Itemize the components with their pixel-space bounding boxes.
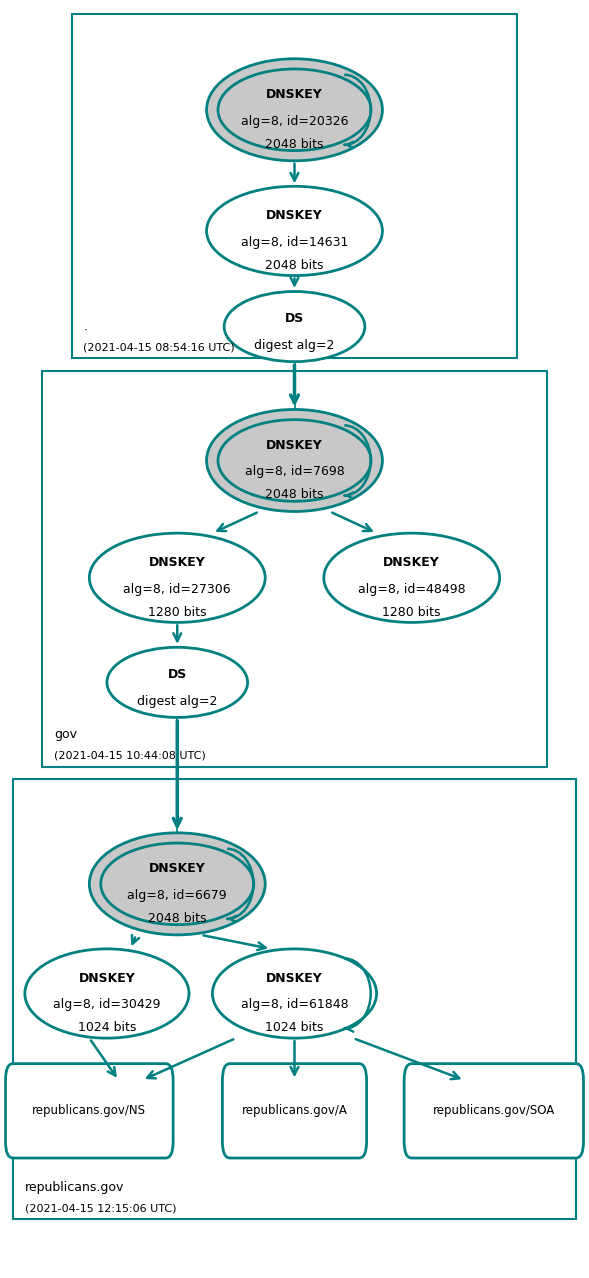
Text: 1280 bits: 1280 bits <box>148 606 207 619</box>
Text: 2048 bits: 2048 bits <box>265 138 324 151</box>
Text: republicans.gov/NS: republicans.gov/NS <box>32 1104 146 1117</box>
Text: .: . <box>84 321 87 334</box>
Ellipse shape <box>218 69 371 151</box>
Text: republicans.gov: republicans.gov <box>25 1181 124 1194</box>
FancyBboxPatch shape <box>404 1063 584 1158</box>
Bar <box>42 371 547 767</box>
Text: DNSKEY: DNSKEY <box>266 210 323 222</box>
Ellipse shape <box>101 843 254 925</box>
Text: 1280 bits: 1280 bits <box>382 606 441 619</box>
Text: digest alg=2: digest alg=2 <box>254 339 335 353</box>
Bar <box>72 14 517 358</box>
Text: alg=8, id=6679: alg=8, id=6679 <box>127 888 227 902</box>
Text: DNSKEY: DNSKEY <box>78 971 135 985</box>
Text: republicans.gov/A: republicans.gov/A <box>241 1104 348 1117</box>
Text: DS: DS <box>285 312 304 326</box>
Text: alg=8, id=14631: alg=8, id=14631 <box>241 236 348 249</box>
Ellipse shape <box>25 948 189 1038</box>
Text: 2048 bits: 2048 bits <box>265 488 324 501</box>
Text: 1024 bits: 1024 bits <box>78 1021 136 1034</box>
Ellipse shape <box>207 187 382 276</box>
Text: (2021-04-15 10:44:08 UTC): (2021-04-15 10:44:08 UTC) <box>54 751 206 760</box>
Ellipse shape <box>90 533 265 622</box>
Text: DS: DS <box>168 668 187 681</box>
Ellipse shape <box>107 647 247 717</box>
Text: 2048 bits: 2048 bits <box>148 911 207 925</box>
Ellipse shape <box>207 409 382 511</box>
Text: DNSKEY: DNSKEY <box>266 971 323 985</box>
Text: alg=8, id=61848: alg=8, id=61848 <box>241 998 348 1011</box>
Text: DNSKEY: DNSKEY <box>149 863 206 875</box>
Ellipse shape <box>224 291 365 362</box>
Text: DNSKEY: DNSKEY <box>266 438 323 451</box>
Ellipse shape <box>207 59 382 161</box>
Text: gov: gov <box>54 728 77 741</box>
Text: 1024 bits: 1024 bits <box>265 1021 324 1034</box>
FancyBboxPatch shape <box>223 1063 366 1158</box>
Text: alg=8, id=20326: alg=8, id=20326 <box>241 115 348 128</box>
Text: alg=8, id=30429: alg=8, id=30429 <box>53 998 161 1011</box>
Text: alg=8, id=48498: alg=8, id=48498 <box>358 583 465 596</box>
Text: (2021-04-15 08:54:16 UTC): (2021-04-15 08:54:16 UTC) <box>84 343 235 353</box>
Text: DNSKEY: DNSKEY <box>149 556 206 569</box>
Text: alg=8, id=27306: alg=8, id=27306 <box>124 583 231 596</box>
Text: 2048 bits: 2048 bits <box>265 259 324 272</box>
Text: republicans.gov/SOA: republicans.gov/SOA <box>433 1104 555 1117</box>
Text: DNSKEY: DNSKEY <box>266 88 323 101</box>
FancyBboxPatch shape <box>5 1063 173 1158</box>
Text: (2021-04-15 12:15:06 UTC): (2021-04-15 12:15:06 UTC) <box>25 1204 176 1214</box>
Text: DNSKEY: DNSKEY <box>383 556 440 569</box>
Ellipse shape <box>218 419 371 501</box>
Bar <box>13 780 576 1219</box>
Ellipse shape <box>213 948 376 1038</box>
Text: digest alg=2: digest alg=2 <box>137 695 217 708</box>
Ellipse shape <box>90 833 265 934</box>
Text: alg=8, id=7698: alg=8, id=7698 <box>244 465 345 478</box>
Ellipse shape <box>324 533 499 622</box>
